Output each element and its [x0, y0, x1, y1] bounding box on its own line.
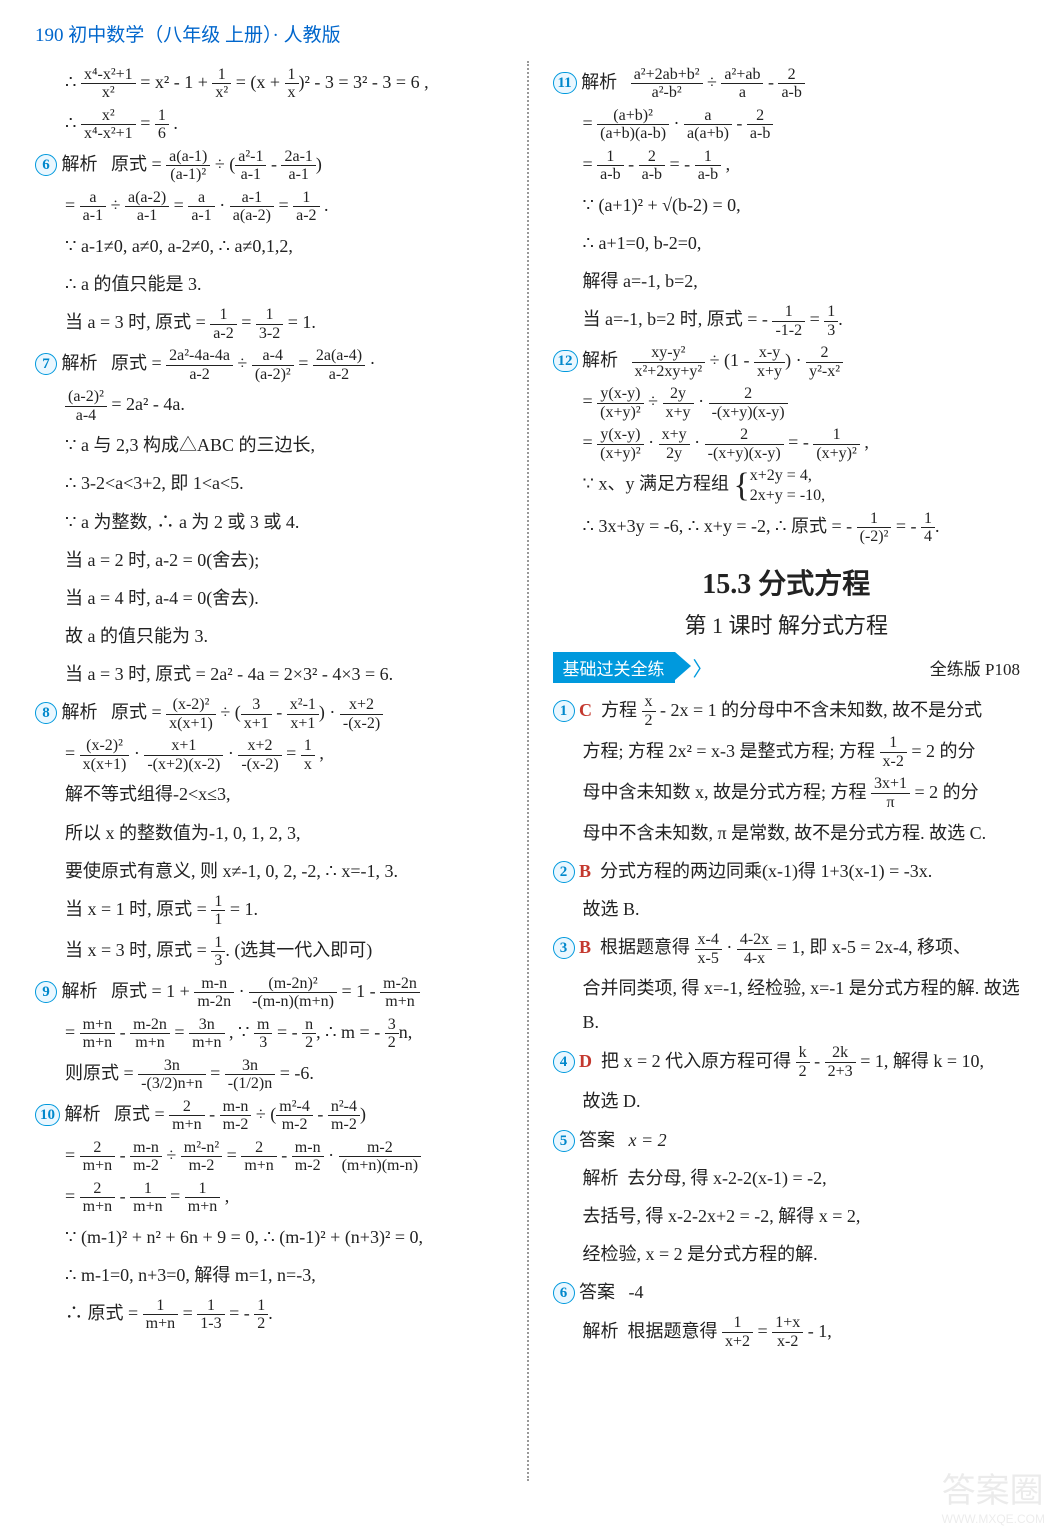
math-line: = (a+b)²(a+b)(a-b) · aa(a+b) - 2a-b	[553, 106, 1021, 143]
question-9: 9 解析 原式 = 1 + m-nm-2n · (m-2n)²-(m-n)(m+…	[35, 974, 503, 1011]
math-line: 合并同类项, 得 x=-1, 经检验, x=-1 是分式方程的解. 故选 B.	[553, 971, 1021, 1039]
question-11: 11 解析 a²+2ab+b²a²-b² ÷ a²+aba - 2a-b	[553, 65, 1021, 102]
math-line: 解析 根据题意得 1x+2 = 1+xx-2 - 1,	[553, 1314, 1021, 1351]
math-line: 故选 B.	[553, 892, 1021, 926]
practice-tag: 基础过关全练	[553, 652, 675, 683]
section-title: 15.3 分式方程	[553, 562, 1021, 602]
math-line: 当 x = 3 时, 原式 = 13. (选其一代入即可)	[35, 933, 503, 970]
column-divider	[527, 61, 529, 1481]
left-column: ∴ x⁴-x²+1x² = x² - 1 + 1x² = (x + 1x)² -…	[35, 61, 503, 1481]
math-line: = y(x-y)(x+y)² ÷ 2yx+y · 2-(x+y)(x-y)	[553, 384, 1021, 421]
question-badge: 8	[35, 702, 57, 724]
math-line: 去括号, 得 x-2-2x+2 = -2, 解得 x = 2,	[553, 1199, 1021, 1233]
question-6: 6 解析 原式 = a(a-1)(a-1)² ÷ (a²-1a-1 - 2a-1…	[35, 147, 503, 184]
math-line: 解不等式组得-2<x≤3,	[35, 777, 503, 811]
question-badge: 9	[35, 981, 57, 1003]
section-subtitle: 第 1 课时 解分式方程	[553, 608, 1021, 640]
math-line: 经检验, x = 2 是分式方程的解.	[553, 1237, 1021, 1271]
answer-letter: C	[579, 700, 592, 720]
page-number: 190	[35, 25, 64, 46]
math-line: ∴ x²x⁴-x²+1 = 16 .	[35, 106, 503, 143]
question-badge: 12	[553, 350, 578, 372]
math-line: 解得 a=-1, b=2,	[553, 264, 1021, 298]
math-line: ∵ (a+1)² + √(b-2) = 0,	[553, 188, 1021, 222]
math-line: 母中含未知数 x, 故是分式方程; 方程 3x+1π = 2 的分	[553, 775, 1021, 812]
page-ref: 全练版 P108	[930, 655, 1020, 680]
math-line: ∵ a 与 2,3 构成△ABC 的三边长,	[35, 428, 503, 462]
math-line: 解析 去分母, 得 x-2-2(x-1) = -2,	[553, 1161, 1021, 1195]
math-line: ∴ 3x+3y = -6, ∴ x+y = -2, ∴ 原式 = - 1(-2)…	[553, 509, 1021, 546]
math-line: 故 a 的值只能为 3.	[35, 619, 503, 653]
math-line: ∴ 原式 = 1m+n = 11-3 = - 12.	[35, 1296, 503, 1333]
question-badge: 2	[553, 861, 575, 883]
question-badge: 6	[35, 154, 57, 176]
math-line: 故选 D.	[553, 1084, 1021, 1118]
problem-3: 3 B 根据题意得 x-4x-5 · 4-2x4-x = 1, 即 x-5 = …	[553, 930, 1021, 967]
book-title: 初中数学（八年级 上册）· 人教版	[68, 25, 340, 46]
math-line: = m+nm+n - m-2nm+n = 3nm+n , ∵ m3 = - n2…	[35, 1015, 503, 1052]
math-line: ∴ m-1=0, n+3=0, 解得 m=1, n=-3,	[35, 1258, 503, 1292]
answer-letter: B	[579, 937, 591, 957]
math-line: ∴ a+1=0, b-2=0,	[553, 226, 1021, 260]
math-line: (a-2)²a-4 = 2a² - 4a.	[35, 387, 503, 424]
math-line: 所以 x 的整数值为-1, 0, 1, 2, 3,	[35, 816, 503, 850]
math-line: 当 a=-1, b=2 时, 原式 = - 1-1-2 = 13.	[553, 302, 1021, 339]
question-7: 7 解析 原式 = 2a²-4a-4aa-2 ÷ a-4(a-2)² = 2a(…	[35, 346, 503, 383]
practice-bar: 基础过关全练 〉 全练版 P108	[553, 652, 1021, 683]
answer-letter: B	[579, 861, 591, 881]
question-badge: 4	[553, 1051, 575, 1073]
math-line: = 2m+n - m-nm-2 ÷ m²-n²m-2 = 2m+n - m-nm…	[35, 1138, 503, 1175]
math-line: 当 a = 3 时, 原式 = 1a-2 = 13-2 = 1.	[35, 305, 503, 342]
question-8: 8 解析 原式 = (x-2)²x(x+1) ÷ (3x+1 - x²-1x+1…	[35, 695, 503, 732]
math-line: = aa-1 ÷ a(a-2)a-1 = aa-1 · a-1a(a-2) = …	[35, 188, 503, 225]
math-line: 方程; 方程 2x² = x-3 是整式方程; 方程 1x-2 = 2 的分	[553, 734, 1021, 771]
math-line: = 2m+n - 1m+n = 1m+n ,	[35, 1179, 503, 1216]
problem-2: 2 B 分式方程的两边同乘(x-1)得 1+3(x-1) = -3x.	[553, 854, 1021, 888]
math-line: 当 a = 3 时, 原式 = 2a² - 4a = 2×3² - 4×3 = …	[35, 657, 503, 691]
question-badge: 6	[553, 1282, 575, 1304]
math-line: 当 a = 2 时, a-2 = 0(舍去);	[35, 543, 503, 577]
math-line: ∵ (m-1)² + n² + 6n + 9 = 0, ∴ (m-1)² + (…	[35, 1220, 503, 1254]
math-line: ∴ a 的值只能是 3.	[35, 267, 503, 301]
math-line: ∵ a-1≠0, a≠0, a-2≠0, ∴ a≠0,1,2,	[35, 229, 503, 263]
math-line: 要使原式有意义, 则 x≠-1, 0, 2, -2, ∴ x=-1, 3.	[35, 854, 503, 888]
question-10: 10 解析 原式 = 2m+n - m-nm-2 ÷ (m²-4m-2 - n²…	[35, 1097, 503, 1134]
math-line: ∴ x⁴-x²+1x² = x² - 1 + 1x² = (x + 1x)² -…	[35, 65, 503, 102]
answer-letter: D	[579, 1051, 592, 1071]
question-badge: 10	[35, 1104, 60, 1126]
math-line: 当 x = 1 时, 原式 = 11 = 1.	[35, 892, 503, 929]
watermark: 答案圈 WWW.MXQE.COM	[942, 1463, 1045, 1526]
math-line: 当 a = 4 时, a-4 = 0(舍去).	[35, 581, 503, 615]
right-column: 11 解析 a²+2ab+b²a²-b² ÷ a²+aba - 2a-b = (…	[553, 61, 1021, 1481]
problem-4: 4 D 把 x = 2 代入原方程可得 k2 - 2k2+3 = 1, 解得 k…	[553, 1044, 1021, 1081]
math-line: = 1a-b - 2a-b = - 1a-b ,	[553, 147, 1021, 184]
question-badge: 1	[553, 700, 575, 722]
question-badge: 7	[35, 353, 57, 375]
question-badge: 3	[553, 937, 575, 959]
math-line: ∴ 3-2<a<3+2, 即 1<a<5.	[35, 466, 503, 500]
math-line: = (x-2)²x(x+1) · x+1-(x+2)(x-2) · x+2-(x…	[35, 736, 503, 773]
arrow-icon: 〉	[693, 653, 713, 682]
question-badge: 11	[553, 72, 577, 94]
question-badge: 5	[553, 1130, 575, 1152]
math-line: 则原式 = 3n-(3/2)n+n = 3n-(1/2)n = -6.	[35, 1056, 503, 1093]
math-line: ∵ x、y 满足方程组 {x+2y = 4,2x+y = -10,	[553, 466, 1021, 504]
math-line: = y(x-y)(x+y)² · x+y2y · 2-(x+y)(x-y) = …	[553, 425, 1021, 462]
problem-1: 1 C 方程 x2 - 2x = 1 的分母中不含未知数, 故不是分式	[553, 693, 1021, 730]
question-12: 12 解析 xy-y²x²+2xy+y² ÷ (1 - x-yx+y) · 2y…	[553, 343, 1021, 380]
problem-6b: 6 答案 -4	[553, 1275, 1021, 1309]
problem-5: 5 答案 x = 2	[553, 1123, 1021, 1157]
math-line: ∵ a 为整数, ∴ a 为 2 或 3 或 4.	[35, 505, 503, 539]
math-line: 母中不含未知数, π 是常数, 故不是分式方程. 故选 C.	[553, 816, 1021, 850]
